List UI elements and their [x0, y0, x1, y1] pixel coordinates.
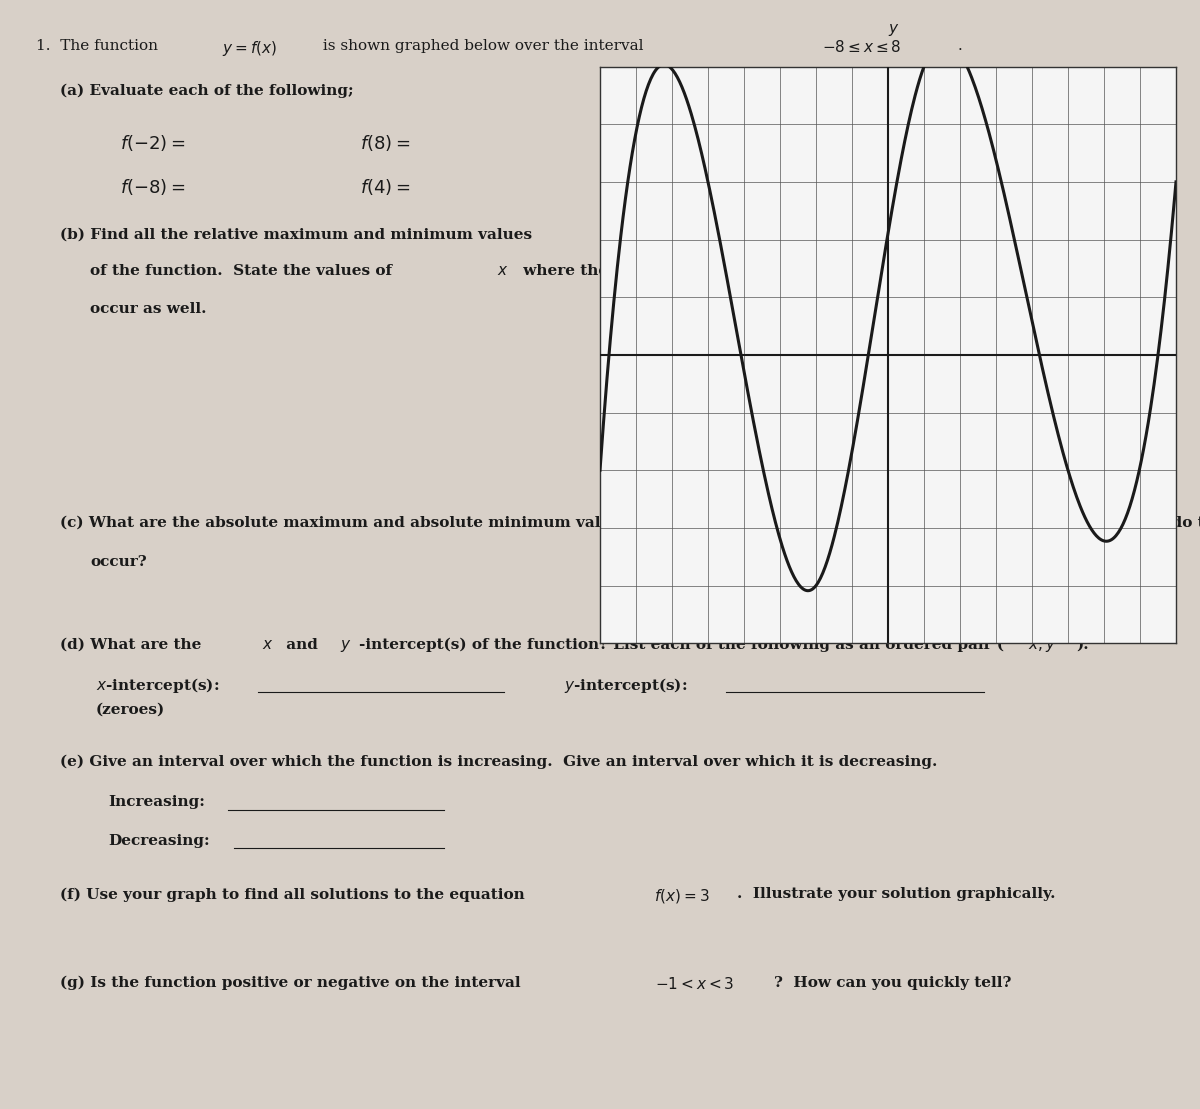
Text: Decreasing:: Decreasing: [108, 834, 210, 848]
Text: occur as well.: occur as well. [90, 302, 206, 316]
Text: $x, y$: $x, y$ [1028, 638, 1057, 653]
Text: (c) What are the absolute maximum and absolute minimum values of the function? A: (c) What are the absolute maximum and ab… [60, 516, 847, 530]
Text: (e) Give an interval over which the function is increasing.  Give an interval ov: (e) Give an interval over which the func… [60, 754, 937, 769]
Text: -intercept(s) of the function? List each of the following as an ordered pair (: -intercept(s) of the function? List each… [359, 638, 1003, 652]
Text: (f) Use your graph to find all solutions to the equation: (f) Use your graph to find all solutions… [60, 887, 530, 902]
Text: (a) Evaluate each of the following;: (a) Evaluate each of the following; [60, 83, 354, 98]
Text: $f(x)=3$: $f(x)=3$ [654, 887, 709, 905]
Text: 1.  The function: 1. The function [36, 39, 163, 53]
Text: .: . [958, 39, 962, 53]
Text: ?  How can you quickly tell?: ? How can you quickly tell? [774, 976, 1012, 990]
Text: (d) What are the: (d) What are the [60, 638, 206, 652]
Text: and: and [281, 638, 323, 652]
Text: $f(-2)=$: $f(-2)=$ [120, 133, 186, 153]
Text: Increasing:: Increasing: [108, 795, 205, 810]
Text: $-1<x<3$: $-1<x<3$ [655, 976, 734, 991]
Text: $y$-intercept(s):: $y$-intercept(s): [564, 676, 688, 695]
Text: $x$: $x$ [262, 638, 274, 652]
Text: is shown graphed below over the interval: is shown graphed below over the interval [318, 39, 648, 53]
Text: of the function.  State the values of: of the function. State the values of [90, 264, 397, 278]
Text: $y$: $y$ [340, 638, 352, 653]
Text: $f(-8)=$: $f(-8)=$ [120, 177, 186, 197]
Text: (g) Is the function positive or negative on the interval: (g) Is the function positive or negative… [60, 976, 526, 990]
Text: .  Illustrate your solution graphically.: . Illustrate your solution graphically. [737, 887, 1055, 902]
Text: $x$-intercept(s):: $x$-intercept(s): [96, 676, 220, 695]
Text: (zeroes): (zeroes) [96, 703, 166, 718]
Text: $f(4)=$: $f(4)=$ [360, 177, 410, 197]
Text: where they: where they [518, 264, 618, 278]
Text: ).: ). [1076, 638, 1090, 652]
Text: $-8 \leq x \leq 8$: $-8 \leq x \leq 8$ [822, 39, 901, 54]
Text: $x$: $x$ [497, 264, 509, 278]
Text: $y$: $y$ [888, 22, 899, 38]
Text: -values do they: -values do they [1106, 516, 1200, 530]
Text: $y = f(x)$: $y = f(x)$ [222, 39, 277, 58]
Text: occur?: occur? [90, 554, 146, 569]
Text: $f(8)=$: $f(8)=$ [360, 133, 410, 153]
Text: (b) Find all the relative maximum and minimum values: (b) Find all the relative maximum and mi… [60, 227, 532, 242]
Text: $x$: $x$ [1087, 516, 1099, 530]
